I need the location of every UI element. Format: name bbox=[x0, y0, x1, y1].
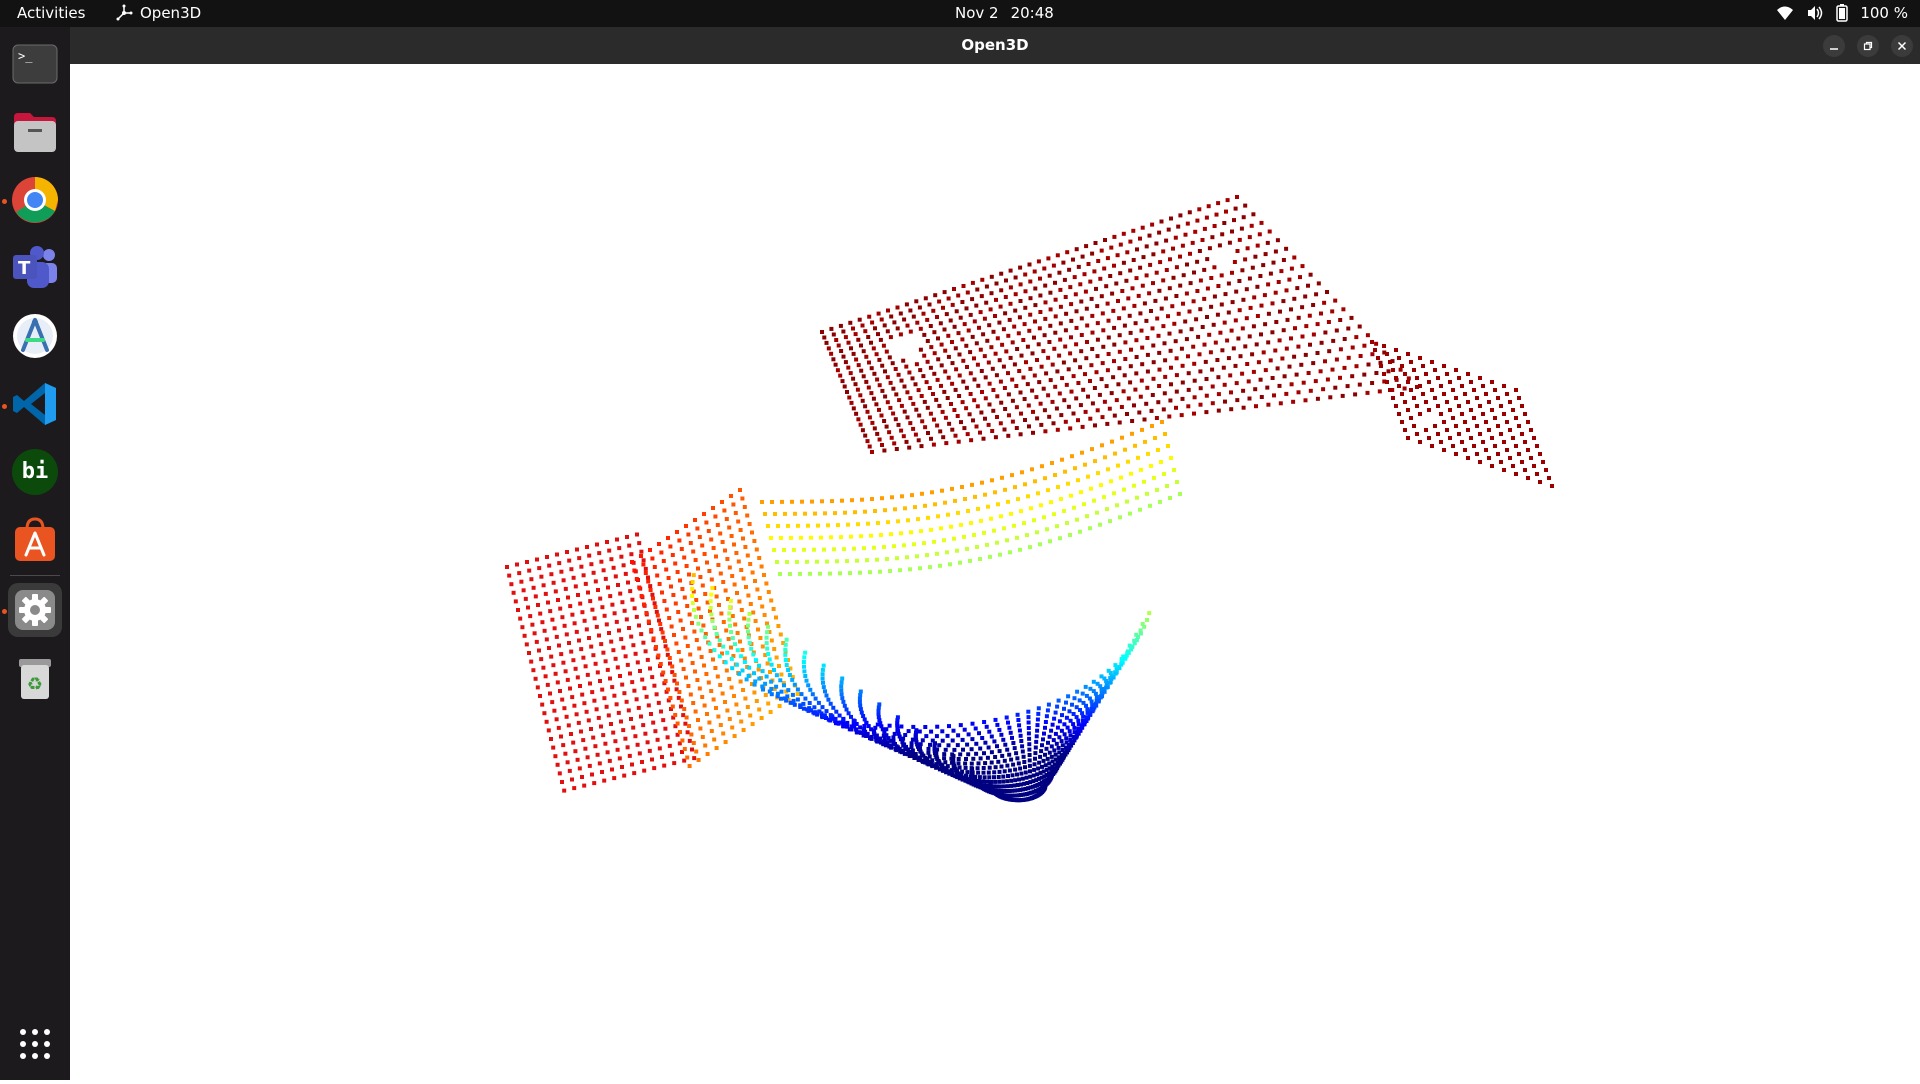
svg-text:>_: >_ bbox=[18, 49, 33, 63]
trash-icon: ♻ bbox=[19, 659, 51, 699]
svg-text:♻: ♻ bbox=[27, 674, 43, 695]
close-button[interactable] bbox=[1891, 35, 1913, 57]
running-indicator bbox=[2, 404, 7, 409]
dock: >_ T bbox=[0, 27, 70, 1080]
dock-item-bi[interactable]: bi bbox=[8, 445, 62, 499]
top-bar: Activities Open3D Nov 2 20:48 1 bbox=[0, 0, 1920, 27]
dock-item-teams[interactable]: T bbox=[8, 241, 62, 295]
system-tray[interactable]: 100 % bbox=[1776, 4, 1908, 22]
minimize-button[interactable] bbox=[1823, 35, 1845, 57]
clock[interactable]: Nov 2 20:48 bbox=[955, 4, 1054, 22]
settings-icon bbox=[15, 590, 55, 630]
dock-item-vscode[interactable] bbox=[8, 377, 62, 431]
terminal-icon: >_ bbox=[12, 44, 58, 84]
window-titlebar[interactable]: Open3D bbox=[70, 27, 1920, 64]
dock-item-trash[interactable]: ♻ bbox=[8, 651, 62, 705]
app-name-label: Open3D bbox=[140, 4, 202, 22]
bi-icon: bi bbox=[12, 449, 58, 495]
minimize-icon bbox=[1830, 48, 1838, 50]
battery-icon bbox=[1836, 4, 1849, 22]
open3d-viewport[interactable] bbox=[70, 64, 1920, 1080]
dock-item-app-center[interactable] bbox=[8, 513, 62, 567]
vscode-icon bbox=[13, 383, 56, 425]
clock-date: Nov 2 bbox=[955, 4, 999, 22]
point-cloud bbox=[505, 195, 1554, 803]
app-center-icon bbox=[15, 517, 55, 561]
app-menu[interactable]: Open3D bbox=[115, 4, 201, 22]
close-icon bbox=[1897, 41, 1907, 51]
running-indicator bbox=[2, 199, 7, 204]
wifi-icon bbox=[1777, 6, 1794, 20]
running-indicator bbox=[2, 609, 7, 614]
volume-icon bbox=[1808, 6, 1823, 20]
android-studio-icon bbox=[13, 314, 57, 358]
show-applications-button[interactable] bbox=[8, 1017, 62, 1071]
teams-icon: T bbox=[13, 246, 57, 288]
svg-text:T: T bbox=[18, 258, 31, 279]
clock-time: 20:48 bbox=[1010, 4, 1054, 22]
dock-item-files[interactable] bbox=[8, 105, 62, 159]
restore-icon bbox=[1863, 41, 1873, 51]
maximize-button[interactable] bbox=[1857, 35, 1879, 57]
battery-percent: 100 % bbox=[1860, 4, 1908, 22]
open3d-app-icon bbox=[116, 4, 133, 21]
activities-button[interactable]: Activities bbox=[17, 4, 86, 22]
bi-icon-label: bi bbox=[22, 459, 49, 484]
window-title: Open3D bbox=[961, 36, 1029, 54]
dock-item-android-studio[interactable] bbox=[8, 309, 62, 363]
dock-item-terminal[interactable]: >_ bbox=[8, 37, 62, 91]
files-icon bbox=[14, 113, 56, 152]
chrome-icon bbox=[12, 177, 58, 223]
dock-item-settings[interactable] bbox=[8, 583, 62, 637]
dock-separator bbox=[10, 575, 60, 576]
dock-item-chrome[interactable] bbox=[8, 173, 62, 227]
app-grid-icon bbox=[20, 1029, 50, 1059]
